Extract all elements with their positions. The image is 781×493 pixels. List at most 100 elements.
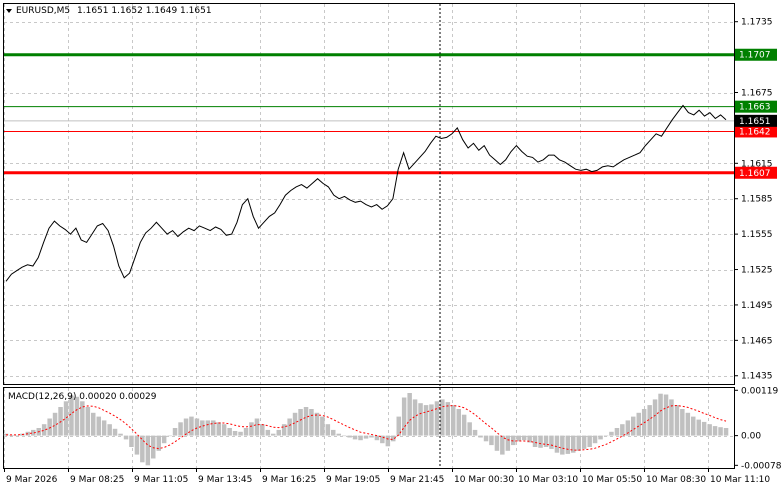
time-axis-label: 10 Mar 03:10 xyxy=(518,475,578,485)
price-line xyxy=(5,104,727,282)
macd-bar xyxy=(161,435,167,444)
macd-bar xyxy=(571,435,576,453)
macd-bar xyxy=(696,419,701,436)
price-axis-label: 1.1555 xyxy=(741,230,773,240)
macd-bar xyxy=(456,409,461,436)
macd-bar xyxy=(701,421,707,436)
macd-bar xyxy=(325,424,331,436)
macd-bar xyxy=(303,407,309,436)
symbol-timeframe: EURUSD,M5 xyxy=(16,6,70,16)
macd-bar xyxy=(521,435,527,441)
macd-bar xyxy=(592,435,598,444)
level-tag-1.1642: 1.1642 xyxy=(735,125,777,138)
time-axis-label: 9 Mar 11:05 xyxy=(134,475,188,485)
macd-bar xyxy=(123,435,129,440)
macd-bar xyxy=(445,402,451,436)
macd-bar xyxy=(172,428,178,436)
macd-bar xyxy=(385,435,391,447)
macd-bar xyxy=(331,429,336,436)
macd-bar xyxy=(483,435,489,442)
macd-bar xyxy=(216,422,221,436)
macd-axis-label: 0.00 xyxy=(741,432,761,442)
price-axis-label: 1.1495 xyxy=(741,301,773,311)
macd-bar xyxy=(281,424,287,436)
macd-bar xyxy=(183,418,189,436)
macd-bar xyxy=(52,412,58,436)
macd-bar xyxy=(543,435,549,447)
macd-bar xyxy=(380,435,385,444)
macd-bar xyxy=(369,435,374,438)
time-axis-label: 9 Mar 08:25 xyxy=(70,475,124,485)
macd-bar xyxy=(145,435,151,466)
macd-panel-frame xyxy=(3,387,735,469)
level-lines[interactable] xyxy=(4,53,734,175)
macd-bar xyxy=(401,397,407,436)
macd-bar xyxy=(461,414,467,436)
macd-bar xyxy=(658,393,663,436)
time-axis: 9 Mar 2026 9 Mar 08:25 9 Mar 11:05 9 Mar 13… xyxy=(4,468,770,485)
macd-bar xyxy=(620,424,625,436)
macd-axis-label: -0.00078 xyxy=(741,461,781,471)
macd-bar xyxy=(723,428,729,436)
time-axis-label: 9 Mar 2026 xyxy=(6,475,58,485)
macd-bar xyxy=(85,407,91,436)
macd-axis-label: 0.00119 xyxy=(741,386,778,396)
svg-text:1.1651: 1.1651 xyxy=(739,117,771,127)
macd-bar xyxy=(505,435,511,451)
collapse-arrow-icon[interactable] xyxy=(6,9,12,13)
macd-bar xyxy=(14,435,20,437)
macd-bar xyxy=(80,401,85,436)
macd-axis: 0.00119 0.00 -0.00078 xyxy=(734,386,781,471)
macd-histogram xyxy=(3,393,729,466)
macd-bar xyxy=(265,429,271,436)
macd-bar xyxy=(374,435,380,441)
level-tag-1.1707: 1.1707 xyxy=(735,48,777,61)
macd-bar xyxy=(565,435,571,454)
price-axis-label: 1.1615 xyxy=(741,159,773,169)
macd-bar xyxy=(663,394,669,436)
macd-bar xyxy=(118,433,123,436)
macd-bar xyxy=(276,429,281,436)
svg-text:1.1607: 1.1607 xyxy=(739,169,771,179)
macd-bar xyxy=(500,435,505,455)
macd-bar xyxy=(625,420,631,436)
time-axis-label: 9 Mar 19:05 xyxy=(326,475,380,485)
macd-bar xyxy=(718,427,723,436)
macd-bar xyxy=(41,424,47,436)
macd-bar xyxy=(205,420,211,436)
macd-bar xyxy=(260,424,265,436)
macd-bar xyxy=(478,435,483,438)
price-axis-label: 1.1585 xyxy=(741,195,773,205)
macd-bar xyxy=(396,416,401,436)
price-axis-label: 1.1435 xyxy=(741,372,773,382)
current-price-tag: 1.1651 xyxy=(735,114,777,127)
time-axis-label: 9 Mar 16:25 xyxy=(262,475,316,485)
macd-bar xyxy=(74,396,80,436)
macd-bar xyxy=(134,435,140,455)
macd-bar xyxy=(227,428,232,436)
macd-bar xyxy=(211,420,216,436)
time-axis-label: 9 Mar 21:45 xyxy=(390,475,444,485)
macd-bar xyxy=(429,404,434,436)
macd-bar xyxy=(669,399,674,436)
macd-bar xyxy=(69,395,74,436)
macd-bar xyxy=(609,431,614,436)
price-axis-label: 1.1735 xyxy=(741,18,773,28)
macd-bar xyxy=(63,401,69,436)
macd-bar xyxy=(652,399,658,436)
macd-bar xyxy=(194,418,200,436)
macd-bar xyxy=(391,435,396,442)
macd-bar xyxy=(647,405,652,436)
macd-bar xyxy=(292,412,298,436)
macd-bar xyxy=(554,435,560,453)
level-price-tags: 1.1707 1.1663 1.1642 1.1607 1.1651 xyxy=(735,48,777,179)
macd-bar xyxy=(112,428,118,436)
macd-bar xyxy=(221,424,227,436)
macd-bar xyxy=(423,405,429,436)
time-axis-label: 10 Mar 08:30 xyxy=(646,475,706,485)
macd-bar xyxy=(418,403,423,436)
macd-bar xyxy=(674,405,680,436)
macd-bar xyxy=(287,418,292,436)
